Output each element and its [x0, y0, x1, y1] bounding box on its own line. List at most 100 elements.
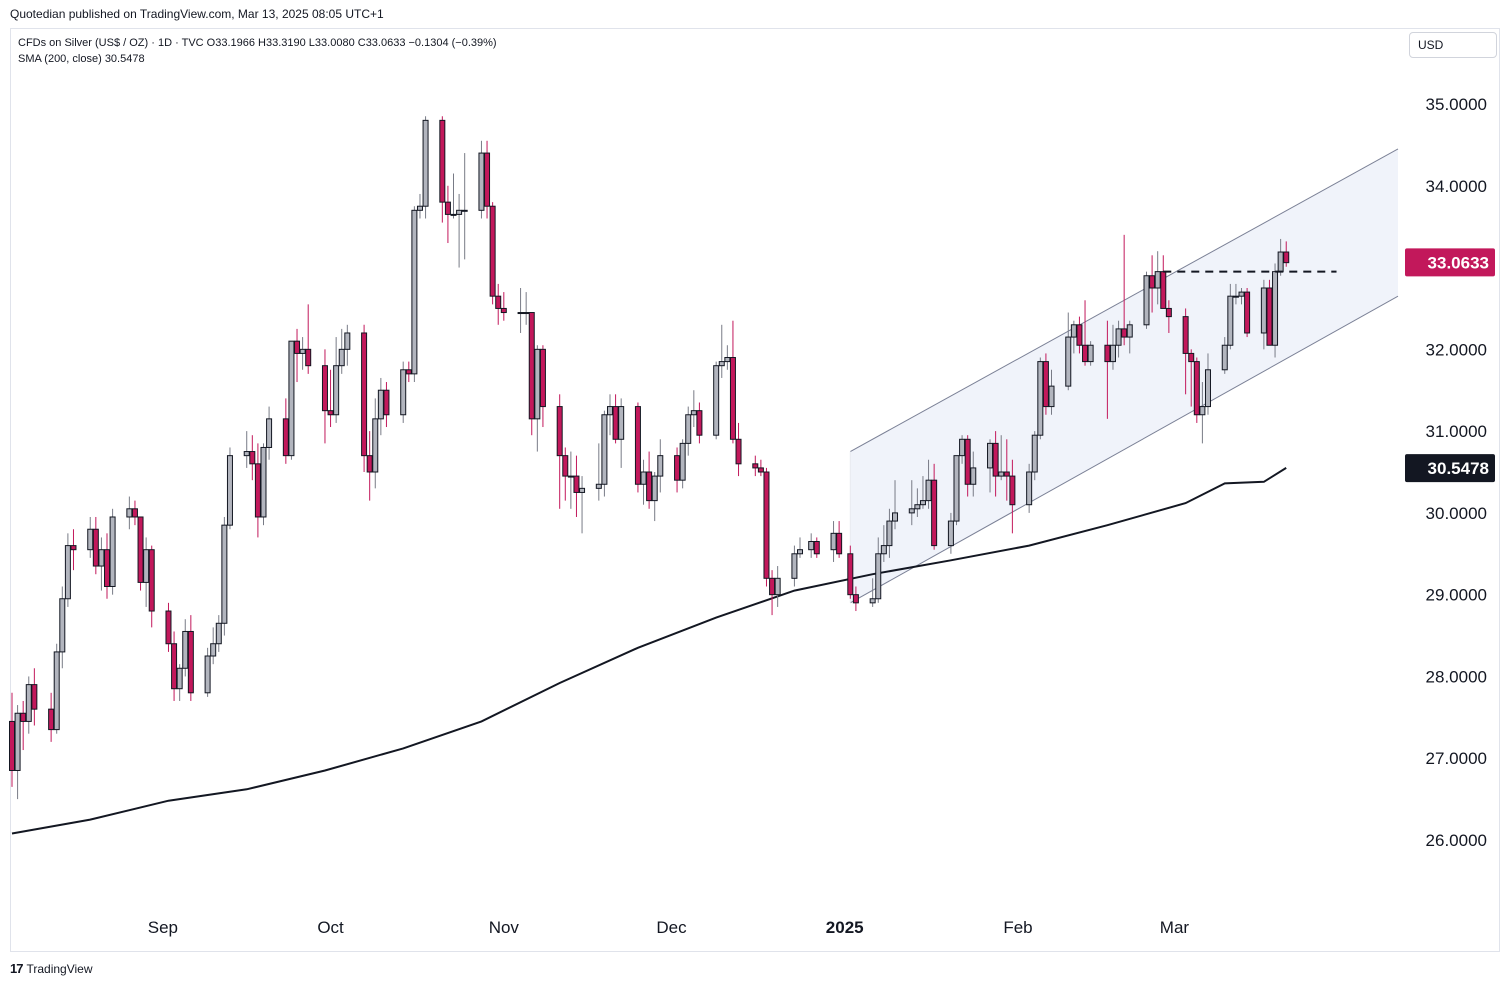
- candle-body: [1182, 316, 1189, 354]
- price-labels: 33.0633 30.5478: [1405, 248, 1495, 483]
- candle: [484, 140, 491, 219]
- candle-body: [556, 406, 563, 457]
- candle: [953, 455, 960, 526]
- candle: [797, 537, 804, 558]
- time-axis[interactable]: Sep Oct Nov Dec 2025 Feb Mar: [148, 918, 1190, 937]
- y-tick-label: 27.0000: [1426, 749, 1487, 768]
- candle: [724, 345, 731, 370]
- candle-body: [478, 152, 485, 211]
- candle-body: [987, 442, 994, 469]
- candle: [187, 615, 194, 701]
- candle-body: [1238, 291, 1245, 297]
- legend-instrument-row: CFDs on Silver (US$ / OZ) · 1D · TVC O33…: [18, 35, 497, 51]
- candle-body: [808, 541, 815, 551]
- candle-body: [361, 332, 368, 457]
- candle: [1087, 341, 1094, 366]
- candle-body: [1070, 324, 1077, 338]
- x-tick-label: Sep: [148, 918, 178, 937]
- candle: [495, 283, 502, 325]
- candle-body: [880, 545, 887, 555]
- channel-lower-line[interactable]: [850, 295, 1399, 604]
- candle-body: [165, 610, 172, 645]
- candle-body: [679, 442, 686, 481]
- candle: [450, 173, 457, 219]
- candle: [696, 402, 703, 444]
- candle-body: [288, 340, 295, 457]
- candle: [634, 402, 641, 493]
- candle: [377, 377, 384, 436]
- candle: [1042, 353, 1049, 415]
- candle: [64, 533, 71, 607]
- candle: [729, 320, 736, 444]
- candle-body: [1121, 328, 1128, 338]
- candle-body: [919, 500, 926, 506]
- candle: [87, 516, 94, 558]
- candle: [791, 545, 798, 587]
- candle-body: [1283, 251, 1290, 264]
- candle: [562, 447, 569, 501]
- candle-body: [595, 483, 602, 489]
- candle-body: [567, 475, 574, 478]
- candle-body: [1026, 471, 1033, 506]
- candle-body: [797, 549, 804, 555]
- candle: [1149, 255, 1156, 313]
- sma-200-line[interactable]: [11, 467, 1287, 835]
- candle-body: [70, 545, 77, 551]
- x-tick-label: Nov: [489, 918, 520, 937]
- candle-body: [735, 438, 742, 465]
- candle-body: [249, 451, 256, 465]
- candle: [288, 340, 295, 460]
- channel-fill: [850, 148, 1398, 603]
- candle: [1283, 241, 1290, 267]
- candle: [1065, 312, 1072, 391]
- y-tick-label: 31.0000: [1426, 422, 1487, 441]
- candle-body: [528, 312, 535, 420]
- candle: [1160, 255, 1167, 309]
- candle-body: [852, 594, 859, 604]
- candle-body: [1009, 475, 1016, 506]
- y-tick-label: 35.0000: [1426, 95, 1487, 114]
- candle: [31, 668, 38, 726]
- candle-body: [31, 684, 38, 710]
- candle-body: [729, 357, 736, 440]
- candle-body: [500, 307, 507, 314]
- candle-body: [14, 712, 21, 771]
- candle-body: [791, 553, 798, 579]
- candle: [305, 304, 312, 374]
- candle: [20, 700, 27, 751]
- candle: [992, 431, 999, 497]
- candle: [1238, 288, 1245, 305]
- candle: [919, 476, 926, 509]
- x-tick-label: Dec: [656, 918, 687, 937]
- candle-body: [869, 598, 876, 604]
- candle: [53, 643, 60, 734]
- candle-body: [970, 467, 977, 485]
- candle: [757, 459, 764, 477]
- candle: [500, 292, 507, 321]
- candle: [210, 627, 217, 665]
- candle: [769, 570, 776, 616]
- candle-body: [1165, 307, 1172, 318]
- candle-body: [321, 365, 328, 412]
- candle: [215, 615, 222, 652]
- candle: [260, 443, 267, 526]
- candle-body: [1082, 344, 1089, 363]
- sma-line-group: [11, 467, 1287, 835]
- candle: [774, 566, 781, 607]
- candle-body: [953, 455, 960, 522]
- candle-body: [931, 479, 938, 547]
- candle-body: [338, 348, 345, 367]
- last-price-label: 33.0633: [1405, 248, 1495, 277]
- currency-button[interactable]: USD: [1409, 32, 1497, 58]
- candle: [674, 447, 681, 493]
- candle-body: [143, 549, 150, 583]
- candle-body: [618, 406, 625, 440]
- candle: [182, 619, 189, 677]
- candle-body: [1109, 344, 1116, 363]
- candle-body: [696, 410, 703, 436]
- candle-body: [752, 463, 759, 469]
- candle: [651, 472, 658, 522]
- candle: [595, 443, 602, 501]
- candle: [618, 398, 625, 468]
